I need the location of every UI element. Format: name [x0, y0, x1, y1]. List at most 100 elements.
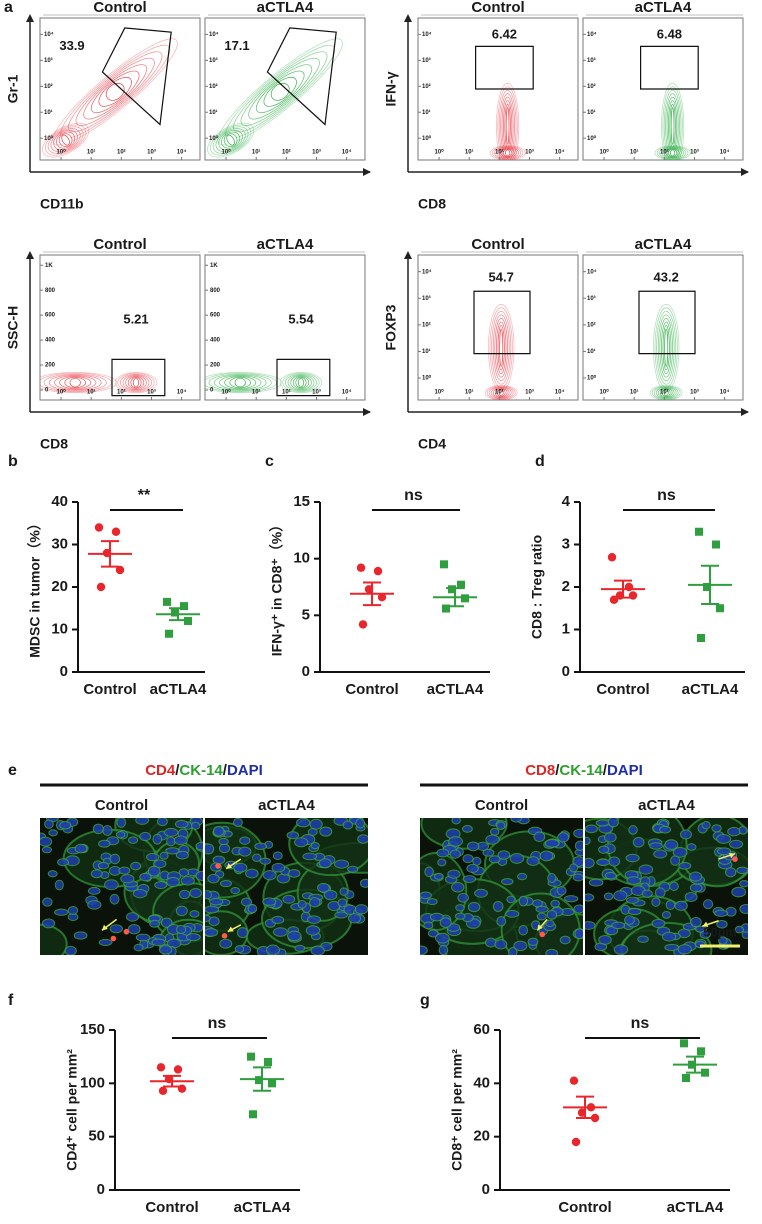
y-tick-label: 1K — [210, 263, 218, 269]
arrow-head — [537, 924, 543, 931]
x-tick-label: aCTLA4 — [427, 681, 484, 698]
cell — [454, 912, 466, 920]
cell — [533, 831, 546, 842]
cell — [711, 824, 722, 833]
cell — [457, 892, 469, 903]
cell — [245, 868, 259, 879]
cell — [87, 900, 102, 910]
plot-frame — [204, 254, 366, 401]
data-point — [180, 602, 188, 611]
stain-part: CD4 — [145, 762, 176, 779]
cell — [127, 836, 139, 844]
cell — [564, 895, 579, 903]
contour — [655, 386, 677, 399]
cell — [272, 851, 283, 861]
cell — [208, 916, 220, 927]
cell — [466, 841, 480, 852]
cell — [585, 893, 595, 902]
arrow-head — [702, 921, 709, 927]
cell — [664, 943, 680, 951]
y-tick-label: 600 — [210, 313, 221, 319]
group-title: Control — [95, 797, 148, 814]
x-tick-label: 10⁴ — [555, 150, 565, 156]
y-tick-label: 10² — [587, 321, 596, 328]
cell — [420, 891, 432, 900]
gate-percent: 5.54 — [288, 312, 314, 327]
cell — [569, 863, 579, 873]
y-tick-label: 10³ — [587, 295, 596, 302]
gate-percent: 6.42 — [492, 26, 517, 41]
x-tick-label: 10⁴ — [720, 150, 730, 156]
panel-label: c — [265, 453, 274, 470]
cell — [674, 900, 688, 911]
data-point — [165, 629, 173, 638]
scale-bar-label: 50µm — [703, 924, 737, 939]
y-tick-label: 1K — [45, 263, 53, 269]
cell — [334, 859, 350, 869]
data-point — [697, 634, 705, 642]
cell — [205, 905, 220, 914]
cell — [175, 924, 187, 935]
y-axis-label: Gr-1 — [5, 74, 21, 103]
group-title: Control — [471, 0, 524, 16]
x-tick-label: 10³ — [690, 149, 699, 156]
cell — [212, 825, 225, 837]
contour — [282, 372, 320, 393]
stain-title: CD4/CK-14/DAPI — [145, 762, 263, 779]
contours — [654, 82, 691, 160]
cell — [287, 869, 301, 878]
cell — [496, 821, 506, 831]
contour — [50, 128, 81, 153]
x-tick-label: 10¹ — [87, 389, 96, 396]
cell — [462, 825, 473, 833]
group-title: Control — [471, 236, 524, 253]
x-tick-label: 10⁰ — [435, 149, 445, 156]
cell — [73, 931, 88, 940]
x-tick-label: 10⁰ — [600, 389, 610, 396]
cell — [156, 818, 168, 827]
y-tick-label: 10³ — [587, 57, 596, 64]
group-title: aCTLA4 — [258, 797, 315, 814]
cell — [146, 852, 160, 862]
cell — [716, 833, 732, 844]
cell — [435, 932, 450, 944]
cell — [637, 935, 649, 943]
cell — [190, 821, 201, 830]
contour — [664, 328, 669, 367]
y-axis-label: IFN-γ⁺ in CD8⁺（%） — [269, 518, 285, 656]
y-tick-label: 150 — [80, 1021, 105, 1038]
cell — [318, 858, 332, 869]
contours — [489, 82, 526, 160]
contour — [221, 131, 241, 149]
contour — [287, 374, 315, 391]
cell — [44, 819, 54, 829]
cell — [664, 839, 679, 850]
cell — [319, 826, 333, 837]
cell — [310, 841, 320, 850]
stain-title: CD8/CK-14/DAPI — [525, 762, 643, 779]
cell — [205, 928, 219, 937]
cell — [355, 818, 366, 829]
cell — [262, 870, 277, 881]
y-tick-label: 10² — [422, 83, 431, 90]
y-tick-label: 800 — [45, 288, 56, 294]
contour — [493, 146, 522, 160]
y-tick-label: 400 — [210, 338, 221, 344]
x-tick-label: aCTLA4 — [667, 1199, 724, 1216]
cell — [585, 824, 598, 834]
data-point — [96, 582, 106, 592]
contour — [44, 124, 87, 156]
cell — [40, 836, 53, 847]
cell — [559, 935, 571, 945]
y-tick-label: 10¹ — [587, 109, 596, 116]
stain-part: / — [603, 762, 608, 779]
cell — [490, 827, 500, 836]
y-tick-label: 10⁰ — [44, 135, 54, 142]
cell — [651, 897, 661, 907]
cell — [654, 887, 666, 898]
cell — [195, 841, 203, 851]
cell — [539, 850, 554, 862]
cell — [725, 867, 737, 878]
cell — [153, 859, 167, 869]
x-tick-label: 10¹ — [630, 389, 639, 396]
